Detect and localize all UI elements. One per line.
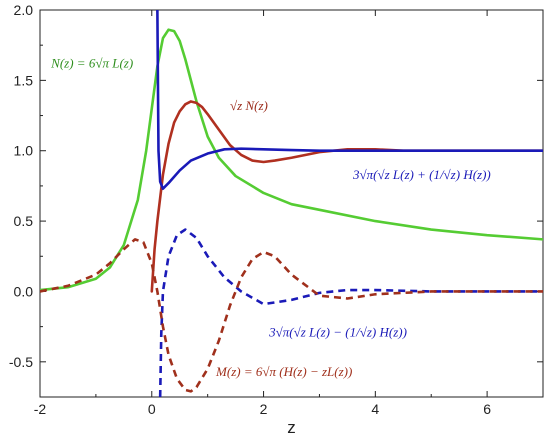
x-tick-label: 2 — [260, 401, 268, 417]
plot-frame — [39, 9, 544, 398]
series-line-3 — [156, 10, 543, 191]
x-tick-label: -2 — [34, 401, 47, 417]
x-tick-label: 6 — [483, 401, 491, 417]
series-annotation-5: M(z) = 6√π (H(z) − zL(z)) — [215, 364, 352, 379]
x-tick-label: 0 — [148, 401, 156, 417]
y-tick-label: 1.0 — [14, 143, 34, 159]
series-annotation-2: √z N(z) — [230, 98, 268, 113]
series-annotation-4: 3√π(√z L(z) − (1/√z) H(z)) — [268, 324, 407, 339]
x-axis-title: z — [287, 418, 296, 436]
y-tick-label: 2.0 — [14, 2, 34, 18]
series-line-2 — [150, 100, 543, 293]
y-tick-label: -0.5 — [9, 354, 33, 370]
series-line-4 — [158, 228, 543, 397]
series-annotation-1: N(z) = 6√π L(z) — [50, 56, 133, 71]
series-line-1 — [40, 28, 543, 292]
x-tick-label: 4 — [371, 401, 379, 417]
y-tick-label: 0.0 — [14, 283, 34, 299]
series-annotation-3: 3√π(√z L(z) + (1/√z) H(z)) — [352, 167, 491, 182]
y-tick-label: 1.5 — [14, 72, 34, 88]
series-line-5 — [40, 238, 543, 393]
y-tick-label: 0.5 — [14, 213, 34, 229]
